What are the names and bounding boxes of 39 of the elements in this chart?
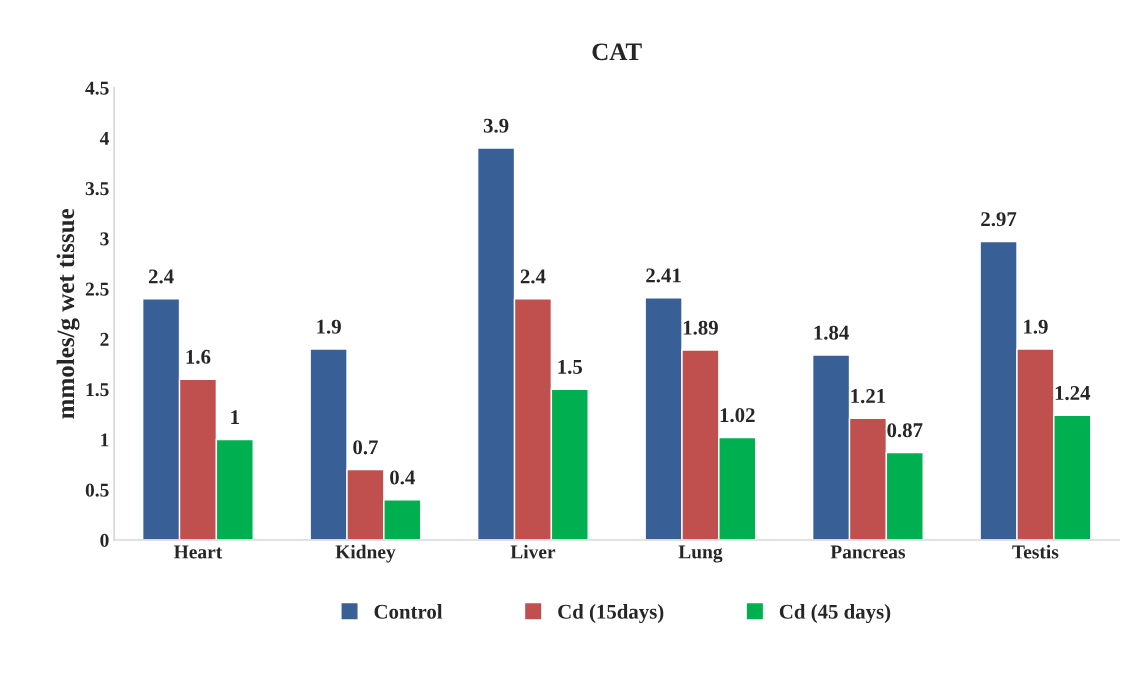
- y-tick-label: 2.5: [85, 282, 109, 296]
- data-label: 1.9: [1024, 319, 1048, 334]
- data-label: 3.9: [483, 118, 509, 133]
- y-tick-label: 4: [99, 131, 109, 145]
- data-label: 1: [231, 410, 239, 424]
- x-tick-label: Liver: [510, 544, 556, 559]
- chart-title: CAT: [592, 43, 642, 61]
- y-tick-label: 3: [100, 232, 109, 246]
- y-tick-label: 1.5: [86, 383, 109, 397]
- data-label: 2.4: [148, 269, 174, 284]
- data-label: 1.84: [814, 325, 849, 340]
- data-label: 1.9: [317, 319, 341, 334]
- x-tick-label: Pancreas: [830, 545, 906, 559]
- y-tick-label: 0: [100, 533, 109, 547]
- y-tick-label: 4.5: [85, 81, 109, 95]
- y-tick-label: 3.5: [85, 182, 109, 196]
- x-tick-label: Kidney: [335, 544, 396, 563]
- y-tick-label: 1: [101, 433, 109, 447]
- data-label: 2.97: [981, 212, 1017, 227]
- data-label: 2.4: [520, 269, 546, 284]
- data-label: 1.89: [683, 320, 718, 335]
- data-label: 0.87: [887, 423, 923, 438]
- y-tick-label: 2: [100, 332, 109, 346]
- data-label: 1.5: [558, 359, 583, 374]
- data-label: 1.24: [1055, 386, 1091, 401]
- data-label: 1.02: [720, 408, 755, 423]
- data-label: 2.41: [646, 268, 681, 283]
- x-tick-label: Heart: [173, 545, 223, 559]
- data-label: 1.6: [186, 349, 211, 364]
- x-tick-label: Testis: [1012, 544, 1059, 559]
- x-tick-label: Lung: [678, 545, 723, 563]
- legend-label: Control: [374, 604, 443, 619]
- legend-label: Cd (15days): [558, 604, 664, 624]
- legend-label: Cd (45 days): [779, 604, 891, 624]
- y-axis-title: mmoles/g wet tissue: [56, 208, 80, 419]
- y-tick-label: 0.5: [85, 483, 109, 497]
- data-label: 0.7: [353, 440, 378, 455]
- data-label: 1.21: [851, 389, 886, 404]
- data-label: 0.4: [390, 470, 415, 485]
